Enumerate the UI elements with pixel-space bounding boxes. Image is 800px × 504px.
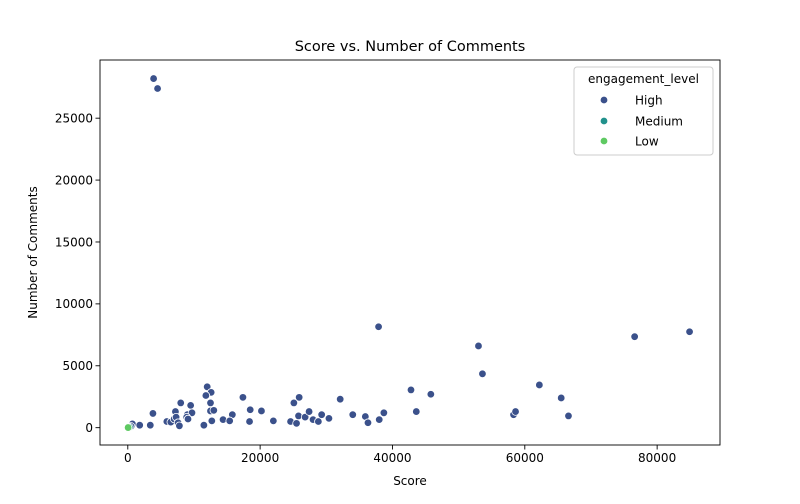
legend-label-low: Low (635, 135, 659, 149)
x-tick-label: 60000 (506, 451, 544, 465)
x-axis-label: Score (393, 474, 427, 488)
scatter-point-high (175, 421, 184, 431)
scatter-point-high (317, 410, 326, 419)
legend-box (573, 66, 714, 156)
points-layer (123, 74, 694, 432)
legend-label-high: High (635, 94, 663, 108)
scatter-point-high (406, 385, 416, 395)
scatter-point-high (535, 380, 544, 390)
scatter-point-high (176, 398, 185, 408)
legend-title: engagement_level (588, 72, 699, 86)
y-tick-label: 25000 (55, 111, 93, 125)
scatter-point-high (257, 406, 266, 416)
scatter-point-high (153, 84, 162, 93)
legend: engagement_level High Medium Low (573, 66, 714, 156)
y-tick-label: 15000 (55, 235, 93, 249)
y-axis-label: Number of Comments (26, 186, 40, 318)
y-tick-label: 20000 (55, 173, 93, 187)
scatter-point-high (300, 412, 310, 422)
scatter-point-high (238, 393, 248, 402)
scatter-point-high (199, 420, 209, 430)
legend-marker-medium (599, 116, 609, 126)
scatter-point-high (374, 322, 383, 331)
x-tick-label: 20000 (241, 451, 279, 465)
legend-label-medium: Medium (635, 115, 683, 129)
scatter-point-high (564, 411, 573, 421)
scatter-point-high (186, 401, 195, 410)
scatter-point-high (202, 382, 212, 392)
plot-area (99, 59, 721, 446)
scatter-point-high (426, 390, 436, 399)
chart-title: Score vs. Number of Comments (295, 39, 526, 55)
scatter-point-high (324, 414, 334, 423)
x-tick-label: 40000 (373, 451, 411, 465)
scatter-point-high (478, 369, 487, 379)
y-tick-label: 5000 (62, 359, 93, 373)
legend-marker-high (599, 95, 609, 105)
scatter-point-high (146, 420, 155, 430)
scatter-point-high (225, 416, 234, 426)
scatter-point-high (511, 407, 520, 416)
scatter-point-high (685, 327, 694, 336)
scatter-point-high (630, 332, 639, 341)
scatter-point-high (557, 393, 566, 403)
scatter-point-high (206, 398, 215, 408)
axes-frame (99, 59, 721, 446)
scatter-point-high (375, 415, 384, 424)
x-axis-ticks: 0 20000 40000 60000 80000 (124, 445, 676, 465)
scatter-point-high (135, 420, 144, 430)
scatter-point-high (209, 406, 219, 415)
scatter-point-high (183, 414, 193, 424)
scatter-point-high (148, 409, 158, 418)
scatter-point-high (245, 417, 254, 426)
scatter-point-high (304, 407, 314, 416)
scatter-point-high (269, 416, 278, 426)
scatter-point-high (294, 393, 304, 402)
x-tick-label: 80000 (638, 451, 676, 465)
scatter-point-high (245, 405, 255, 414)
y-tick-label: 10000 (55, 297, 93, 311)
scatter-point-high (348, 410, 357, 419)
x-tick-label: 0 (124, 451, 132, 465)
scatter-point-high (201, 391, 211, 400)
scatter-point-high (149, 74, 158, 83)
scatter-point-high (474, 341, 483, 351)
scatter-point-low (123, 423, 133, 432)
scatter-point-high (363, 418, 373, 427)
scatter-point-high (335, 395, 345, 404)
scatter-point-high (412, 407, 421, 416)
scatter-point-high (207, 416, 217, 426)
y-axis-ticks: 0 5000 10000 15000 20000 25000 (55, 111, 100, 435)
scatter-point-high (289, 398, 299, 408)
scatter-point-high (379, 408, 389, 418)
y-tick-label: 0 (85, 421, 93, 435)
scatter-point-high (314, 417, 323, 426)
scatter-point-high (292, 419, 301, 428)
legend-marker-low (599, 136, 609, 146)
